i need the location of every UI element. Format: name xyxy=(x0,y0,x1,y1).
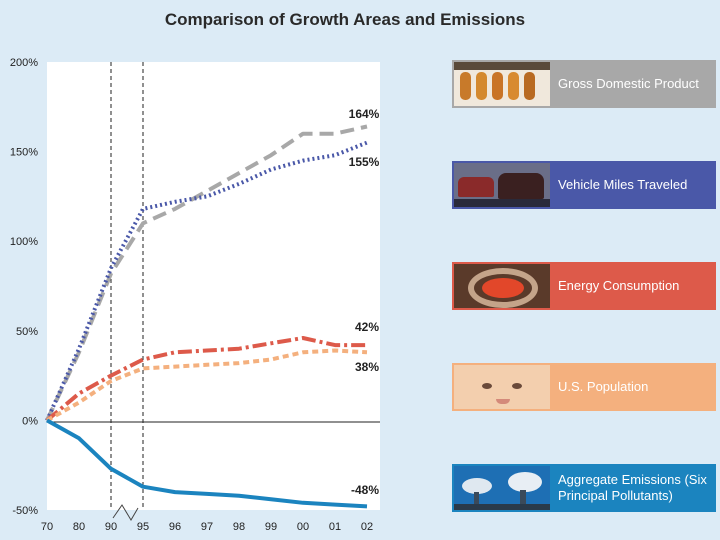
end-label-energy: 42% xyxy=(355,320,379,334)
legend-label-emissions: Aggregate Emissions (Six Principal Pollu… xyxy=(558,472,707,503)
end-label-population: 38% xyxy=(355,360,379,374)
series-line-population xyxy=(46,348,368,423)
y-tick-label: 200% xyxy=(10,57,38,69)
traffic-photo-icon xyxy=(454,163,550,207)
x-tick-label: 80 xyxy=(73,521,85,533)
legend-item-vmt: Vehicle Miles Traveled xyxy=(452,161,716,209)
smokestack-photo-icon xyxy=(454,466,550,510)
x-tick-label: 95 xyxy=(137,521,149,533)
x-tick-label: 99 xyxy=(265,521,277,533)
x-tick-label: 02 xyxy=(361,521,373,533)
y-tick-label: -50% xyxy=(12,505,38,517)
legend-label-gdp: Gross Domestic Product xyxy=(558,76,699,91)
legend-label-vmt: Vehicle Miles Traveled xyxy=(558,177,688,192)
y-tick-label: 0% xyxy=(22,415,38,427)
plot-area xyxy=(47,62,380,510)
y-tick-label: 150% xyxy=(10,147,38,159)
x-tick-label: 70 xyxy=(41,521,53,533)
x-tick-label: 96 xyxy=(169,521,181,533)
x-tick-label: 00 xyxy=(297,521,309,533)
baby-photo-icon xyxy=(454,365,550,409)
gdp-photo-icon xyxy=(454,62,550,106)
end-label-emissions: -48% xyxy=(351,483,379,497)
series-line-emissions xyxy=(46,418,368,509)
x-tick-label: 97 xyxy=(201,521,213,533)
legend-item-emissions: Aggregate Emissions (Six Principal Pollu… xyxy=(452,464,716,512)
end-label-gdp: 164% xyxy=(349,107,380,121)
y-tick-label: 50% xyxy=(16,326,38,338)
x-tick-label: 01 xyxy=(329,521,341,533)
x-tick-label: 98 xyxy=(233,521,245,533)
series-line-vmt xyxy=(45,140,368,422)
legend-item-gdp: Gross Domestic Product xyxy=(452,60,716,108)
series-line-energy xyxy=(45,336,367,422)
legend-label-population: U.S. Population xyxy=(558,379,649,394)
legend-item-population: U.S. Population xyxy=(452,363,716,411)
chart-title: Comparison of Growth Areas and Emissions xyxy=(164,10,526,29)
end-label-vmt: 155% xyxy=(349,155,380,169)
legend-label-energy: Energy Consumption xyxy=(558,278,680,293)
legend-item-energy: Energy Consumption xyxy=(452,262,716,310)
x-tick-label: 90 xyxy=(105,521,117,533)
axis-break-mark xyxy=(112,504,139,521)
energy-photo-icon xyxy=(454,264,550,308)
y-tick-label: 100% xyxy=(10,236,38,248)
